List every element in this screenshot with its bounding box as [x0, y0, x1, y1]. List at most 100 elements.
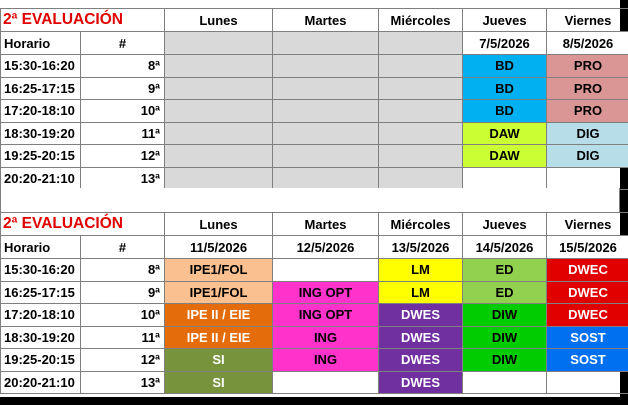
day-header-2: Miércoles — [378, 8, 463, 32]
session-number: 13ª — [80, 166, 165, 190]
subject-cell: PRO — [546, 76, 628, 100]
subject-cell — [462, 370, 547, 394]
date-header-3: 14/5/2026 — [462, 235, 547, 259]
subject-cell: LM — [378, 258, 463, 282]
table-separator — [0, 188, 620, 212]
table-row: 18:30-19:20 11ª IPE II / EIE ING DWES DIW SOST — [0, 325, 628, 349]
day-header-3: Jueves — [462, 212, 547, 236]
time-slot: 18:30-19:20 — [0, 325, 81, 349]
subject-cell — [272, 166, 379, 190]
table-row: 19:25-20:15 12ª SI ING DWES DIW SOST — [0, 348, 628, 372]
session-number: 12ª — [80, 144, 165, 168]
subject-cell: ED — [462, 258, 547, 282]
subject-cell: PRO — [546, 99, 628, 123]
subject-cell: DWEC — [546, 303, 628, 327]
session-number: 11ª — [80, 121, 165, 145]
horario-header: Horario — [0, 235, 81, 259]
subject-cell: LM — [378, 280, 463, 304]
subject-cell: DWES — [378, 348, 463, 372]
day-header-2: Miércoles — [378, 212, 463, 236]
session-number: 10ª — [80, 303, 165, 327]
subject-cell — [272, 258, 379, 282]
subject-cell: ING — [272, 325, 379, 349]
subject-cell — [378, 121, 463, 145]
subject-cell: IPE1/FOL — [164, 280, 273, 304]
session-number: 10ª — [80, 99, 165, 123]
subject-cell — [272, 144, 379, 168]
table-row: 15:30-16:20 8ª BD PRO — [0, 54, 628, 78]
day-header-4: Viernes — [546, 8, 628, 32]
subject-cell: SI — [164, 348, 273, 372]
subject-cell: DIW — [462, 303, 547, 327]
evaluation-title: 2ª EVALUACIÓN — [0, 212, 165, 236]
time-slot: 17:20-18:10 — [0, 99, 81, 123]
subject-cell: DWEC — [546, 280, 628, 304]
header-row-days: 2ª EVALUACIÓN Lunes Martes Miércoles Jueves V… — [0, 8, 628, 32]
number-header: # — [80, 235, 165, 259]
subject-cell — [164, 144, 273, 168]
subject-cell — [378, 166, 463, 190]
schedule-table-week1: 2ª EVALUACIÓN Lunes Martes Miércoles Jueves V… — [0, 8, 628, 190]
subject-cell — [272, 54, 379, 78]
subject-cell — [164, 99, 273, 123]
subject-cell — [546, 370, 628, 394]
subject-cell — [272, 121, 379, 145]
session-number: 12ª — [80, 348, 165, 372]
date-header-0: 11/5/2026 — [164, 235, 273, 259]
header-row-dates: Horario #7/5/2026 8/5/2026 — [0, 31, 628, 55]
subject-cell: DWES — [378, 303, 463, 327]
subject-cell — [378, 144, 463, 168]
date-header-1 — [272, 31, 379, 55]
date-header-2 — [378, 31, 463, 55]
subject-cell: SOST — [546, 348, 628, 372]
time-slot: 15:30-16:20 — [0, 54, 81, 78]
subject-cell: DWES — [378, 325, 463, 349]
subject-cell: ING OPT — [272, 280, 379, 304]
table-row: 15:30-16:20 8ª IPE1/FOL LM ED DWEC — [0, 258, 628, 282]
time-slot: 19:25-20:15 — [0, 144, 81, 168]
session-number: 13ª — [80, 370, 165, 394]
table-row: 20:20-21:10 13ª — [0, 166, 628, 190]
day-header-3: Jueves — [462, 8, 547, 32]
session-number: 11ª — [80, 325, 165, 349]
subject-cell: ING OPT — [272, 303, 379, 327]
table-row: 16:25-17:15 9ª BD PRO — [0, 76, 628, 100]
subject-cell — [378, 76, 463, 100]
subject-cell — [462, 166, 547, 190]
table-row: 19:25-20:15 12ª DAW DIG — [0, 144, 628, 168]
date-header-4: 15/5/2026 — [546, 235, 628, 259]
subject-cell: BD — [462, 99, 547, 123]
subject-cell: BD — [462, 76, 547, 100]
subject-cell: DIG — [546, 144, 628, 168]
time-slot: 16:25-17:15 — [0, 280, 81, 304]
schedule-table-week2: 2ª EVALUACIÓN Lunes Martes Miércoles Jueves V… — [0, 212, 628, 394]
session-number: 8ª — [80, 258, 165, 282]
subject-cell — [164, 121, 273, 145]
subject-cell: DWES — [378, 370, 463, 394]
day-header-4: Viernes — [546, 212, 628, 236]
subject-cell — [272, 370, 379, 394]
session-number: 9ª — [80, 280, 165, 304]
subject-cell: SOST — [546, 325, 628, 349]
session-number: 8ª — [80, 54, 165, 78]
subject-cell: BD — [462, 54, 547, 78]
subject-cell: IPE II / EIE — [164, 303, 273, 327]
subject-cell: DAW — [462, 144, 547, 168]
subject-cell: IPE II / EIE — [164, 325, 273, 349]
subject-cell: DWEC — [546, 258, 628, 282]
subject-cell: DIW — [462, 348, 547, 372]
evaluation-title: 2ª EVALUACIÓN — [0, 8, 165, 32]
subject-cell — [272, 99, 379, 123]
subject-cell — [164, 54, 273, 78]
subject-cell — [546, 166, 628, 190]
horario-header: Horario — [0, 31, 81, 55]
subject-cell: ING — [272, 348, 379, 372]
date-header-2: 13/5/2026 — [378, 235, 463, 259]
date-header-1: 12/5/2026 — [272, 235, 379, 259]
time-slot: 20:20-21:10 — [0, 370, 81, 394]
time-slot: 20:20-21:10 — [0, 166, 81, 190]
subject-cell: DIG — [546, 121, 628, 145]
subject-cell: ED — [462, 280, 547, 304]
time-slot: 16:25-17:15 — [0, 76, 81, 100]
